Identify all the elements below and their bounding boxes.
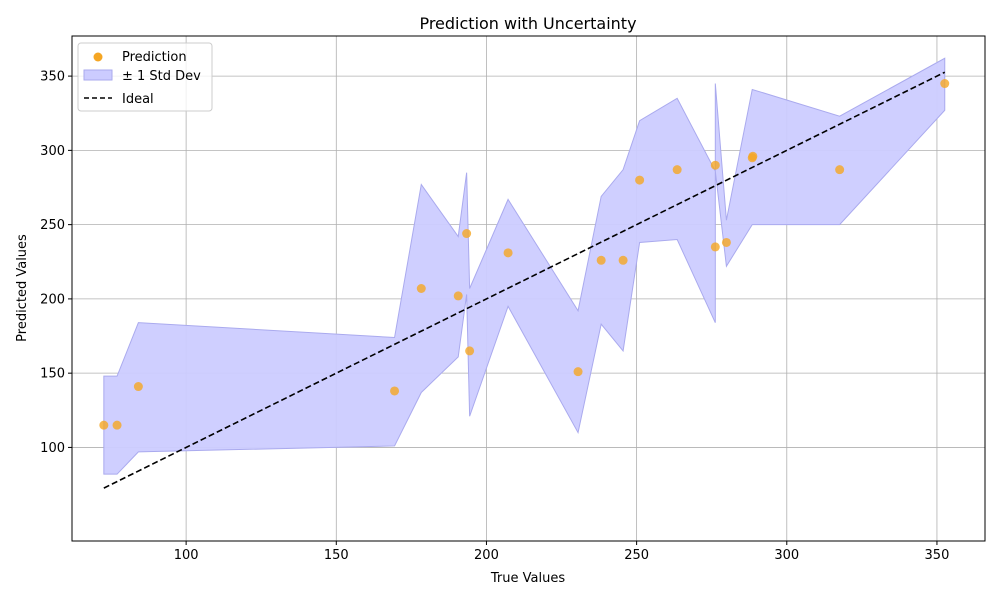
prediction-points xyxy=(99,79,950,430)
ideal-diagonal xyxy=(103,71,946,489)
prediction-point xyxy=(672,165,682,175)
y-tick-label: 200 xyxy=(40,292,65,307)
y-tick-label: 100 xyxy=(40,441,65,456)
prediction-point xyxy=(465,346,475,356)
x-tick-label: 300 xyxy=(774,548,799,563)
prediction-point xyxy=(112,420,122,430)
prediction-point xyxy=(710,160,720,170)
prediction-point xyxy=(133,382,143,392)
prediction-point xyxy=(635,175,645,185)
x-tick-label: 200 xyxy=(474,548,499,563)
prediction-point xyxy=(390,386,400,396)
x-tick-label: 250 xyxy=(624,548,649,563)
prediction-point xyxy=(940,79,950,89)
legend-band-swatch xyxy=(83,69,113,81)
x-tick-label: 150 xyxy=(324,548,349,563)
prediction-point xyxy=(721,237,731,247)
ideal-line xyxy=(103,71,946,489)
prediction-point xyxy=(503,248,513,258)
plot-area xyxy=(71,35,986,542)
prediction-point xyxy=(618,255,628,265)
y-tick-label: 150 xyxy=(40,367,65,382)
y-axis-label: Predicted Values xyxy=(15,234,30,342)
prediction-point xyxy=(453,291,463,301)
x-axis-ticks: 100 150 200 250 300 350 xyxy=(174,541,950,563)
y-tick-label: 250 xyxy=(40,218,65,233)
y-axis-ticks: 100 150 200 250 300 350 xyxy=(40,70,72,456)
y-tick-label: 350 xyxy=(40,70,65,85)
prediction-point xyxy=(748,151,758,161)
legend-box xyxy=(77,42,213,112)
plot-frame xyxy=(71,35,986,542)
std-dev-band xyxy=(103,57,946,475)
uncertainty-band xyxy=(103,57,946,475)
x-tick-label: 100 xyxy=(174,548,199,563)
legend-band-label: ± 1 Std Dev xyxy=(122,69,201,84)
legend-ideal-label: Ideal xyxy=(122,92,154,107)
prediction-point xyxy=(596,255,606,265)
prediction-point xyxy=(710,242,720,252)
prediction-point xyxy=(573,367,583,377)
prediction-point xyxy=(462,229,472,239)
x-tick-label: 350 xyxy=(925,548,950,563)
legend: Prediction ± 1 Std Dev Ideal xyxy=(77,42,213,112)
legend-prediction-label: Prediction xyxy=(122,50,187,65)
chart-title: Prediction with Uncertainty xyxy=(419,14,636,33)
y-tick-label: 300 xyxy=(40,144,65,159)
x-axis-label: True Values xyxy=(490,571,565,586)
legend-prediction-marker xyxy=(93,52,103,62)
prediction-point xyxy=(835,165,845,175)
prediction-point xyxy=(99,420,109,430)
prediction-point xyxy=(416,284,426,293)
